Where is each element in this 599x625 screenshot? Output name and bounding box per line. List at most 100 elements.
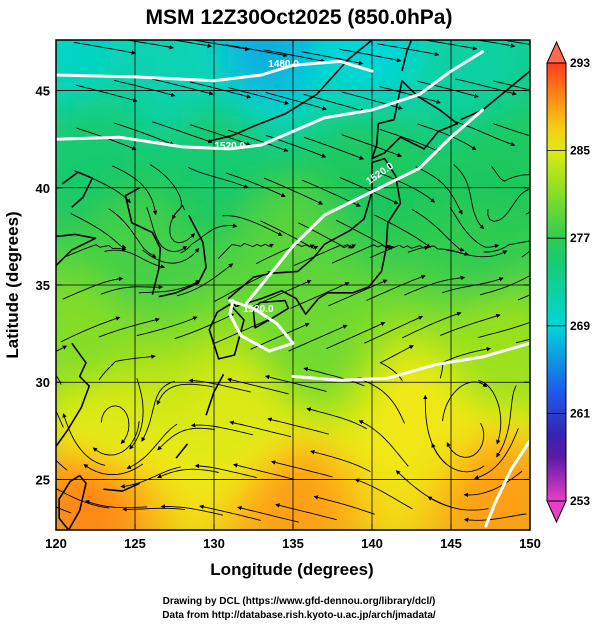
wind-streamline [487, 187, 530, 222]
field-cell [324, 82, 337, 98]
field-cell [181, 169, 195, 186]
wind-streamline [151, 78, 214, 96]
field-cell [395, 432, 409, 448]
field-cell [170, 67, 183, 84]
field-cell [525, 53, 530, 69]
field-cell [525, 403, 530, 419]
wind-streamline [377, 171, 436, 203]
field-cell [501, 432, 515, 448]
field-cell [490, 286, 503, 303]
field-cell [454, 242, 468, 259]
field-cell [525, 140, 530, 157]
field-cell [110, 461, 124, 478]
wind-streamline [493, 80, 530, 91]
field-cell [110, 96, 124, 113]
field-cell [359, 213, 373, 230]
field-cell [134, 476, 148, 492]
field-cell [75, 301, 89, 317]
field-cell [513, 519, 527, 530]
field-cell [513, 403, 527, 419]
lat-lon-grid [56, 40, 530, 530]
field-cell [241, 198, 254, 215]
field-cell [407, 373, 420, 390]
field-cell [525, 461, 530, 478]
field-cell [134, 198, 148, 215]
field-cell [63, 40, 77, 55]
field-cell [513, 228, 527, 244]
field-cell [407, 111, 420, 128]
coastline [208, 303, 245, 360]
field-cell [371, 271, 385, 288]
field-cell [513, 82, 527, 98]
y-axis-ticks: 25 30 35 40 45 [36, 84, 530, 487]
field-cell [276, 213, 290, 230]
field-cell [490, 9, 503, 25]
field-cell [335, 344, 349, 361]
field-cell [158, 476, 172, 492]
field-cell [205, 301, 219, 317]
field-cell [276, 417, 290, 434]
field-cell [300, 461, 314, 478]
field-cell [229, 228, 243, 244]
field-cell [205, 213, 219, 230]
field-cell [501, 53, 515, 69]
field-cell [513, 198, 527, 215]
field-cell [205, 242, 219, 259]
field-cell [513, 140, 527, 157]
field-cell [276, 373, 290, 390]
field-cell [264, 213, 278, 230]
field-cell [490, 40, 503, 55]
field-cell [122, 242, 136, 259]
field-cell [193, 490, 207, 507]
field-cell [383, 257, 397, 273]
wind-streamline [493, 123, 530, 137]
field-cell [193, 82, 207, 98]
wind-streamline [152, 121, 213, 144]
field-cell [466, 96, 480, 113]
field-cell [407, 505, 420, 521]
field-cell [335, 476, 349, 492]
field-cell [217, 169, 231, 186]
field-cell [490, 315, 503, 332]
field-cell [276, 169, 290, 186]
coastline [58, 474, 87, 530]
field-cell [75, 403, 89, 419]
field-cell [501, 271, 515, 288]
field-cell [193, 301, 207, 317]
field-cell [312, 505, 326, 521]
field-cell [383, 184, 397, 200]
field-cell [395, 286, 409, 303]
field-cell [383, 417, 397, 434]
field-cell [359, 432, 373, 448]
field-cell [264, 490, 278, 507]
field-cell [312, 286, 326, 303]
wind-streamline [440, 313, 501, 337]
y-axis-label: Latitude (degrees) [3, 211, 22, 358]
y-tick-label: 40 [36, 181, 50, 196]
field-cell [205, 417, 219, 434]
wind-streamline [126, 423, 178, 469]
field-cell [181, 315, 195, 332]
field-cell [288, 184, 302, 200]
field-cell [229, 432, 243, 448]
field-cell [111, 9, 124, 25]
field-cell [181, 53, 195, 69]
field-cell [264, 53, 278, 69]
field-cell [490, 82, 503, 98]
field-cell [324, 140, 337, 157]
field-cell [158, 271, 172, 288]
wind-streamline [379, 345, 414, 381]
field-cell [359, 344, 373, 361]
wind-streamline [229, 420, 292, 438]
field-cell [40, 126, 53, 142]
field-cell [111, 24, 124, 40]
field-cell [264, 184, 278, 200]
field-cell [537, 505, 550, 521]
field-cell [478, 53, 491, 69]
field-cell [478, 519, 491, 530]
field-cell [478, 82, 491, 98]
wind-streamline [124, 40, 174, 50]
height-contour [56, 50, 485, 151]
field-cell [205, 476, 219, 492]
field-cell [253, 53, 266, 69]
